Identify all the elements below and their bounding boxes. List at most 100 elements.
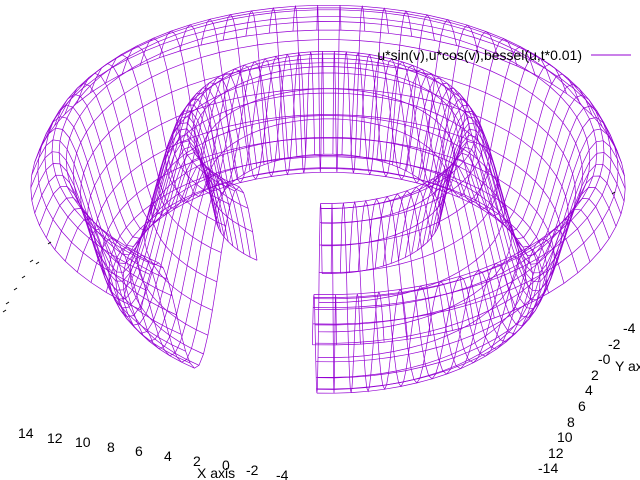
mesh-radial-line <box>140 186 258 369</box>
z-tick-mark <box>47 241 52 245</box>
mesh-radial-line <box>368 14 435 181</box>
mesh-radial-line <box>434 105 611 248</box>
z-tick-mark <box>2 309 7 313</box>
mesh-radial-line <box>200 18 281 184</box>
mesh-radial-line <box>76 72 234 224</box>
mesh-radial-line <box>76 168 234 342</box>
z-tick-mark <box>5 301 10 305</box>
mesh-radial-line <box>339 202 361 393</box>
mesh-radial-line <box>31 134 216 291</box>
y-tick-label: 4 <box>585 382 593 398</box>
mesh-radial-line <box>90 63 239 217</box>
y-tick-label: 12 <box>548 445 564 461</box>
y-tick-label: 2 <box>591 367 599 383</box>
mesh-radial-line <box>122 182 251 363</box>
x-tick-label: -2 <box>246 462 259 478</box>
mesh-radial-line <box>30 128 216 282</box>
z-tick-mark <box>21 275 26 279</box>
mesh-radial-line <box>330 203 337 394</box>
mesh-radial-line <box>45 104 222 247</box>
mesh-radial-line <box>390 190 495 375</box>
mesh-radial-line <box>121 45 251 203</box>
mesh-ring-line <box>72 39 584 310</box>
legend-label: u*sin(v),u*cos(v),bessel(u,t*0.01) <box>377 47 582 63</box>
mesh-radial-line <box>292 4 316 174</box>
mesh-radial-line <box>434 152 610 318</box>
mesh-radial-line <box>384 24 479 188</box>
mesh-radial-line <box>376 19 457 184</box>
mesh-radial-line <box>366 198 431 388</box>
z-tick-mark <box>35 261 40 265</box>
y-tick-label: -14 <box>538 460 558 476</box>
mesh-radial-line <box>392 31 499 193</box>
mesh-radial-line <box>90 173 239 350</box>
mesh-radial-line <box>341 4 366 174</box>
legend: u*sin(v),u*cos(v),bessel(u,t*0.01) <box>377 47 631 63</box>
mesh-radial-line <box>268 7 307 176</box>
mesh-radial-line <box>245 10 298 178</box>
mesh-radial-line <box>374 195 453 384</box>
y-tick-label: 6 <box>578 398 586 414</box>
mesh-radial-line <box>316 5 325 173</box>
x-tick-label: 4 <box>164 448 172 464</box>
mesh-radial-line <box>350 7 389 176</box>
mesh-radial-line <box>438 140 622 301</box>
mesh-radial-line <box>440 128 626 283</box>
z-axis-tick-marks <box>2 191 616 313</box>
mesh-radial-line <box>431 94 603 240</box>
y-tick-label: 10 <box>557 429 573 445</box>
y-axis-label: Y axis <box>615 358 640 374</box>
mesh-radial-line <box>439 116 623 265</box>
mesh-radial-line <box>222 14 289 180</box>
mesh-radial-line <box>45 152 222 318</box>
mesh-radial-line <box>54 157 225 326</box>
mesh-radial-line <box>412 54 552 210</box>
mesh-radial-line <box>139 37 258 198</box>
x-tick-label: 2 <box>193 453 201 469</box>
mesh-radial-line <box>34 116 218 264</box>
z-tick-mark <box>29 259 34 263</box>
x-tick-label: 6 <box>135 443 143 459</box>
z-tick-mark <box>13 287 18 291</box>
mesh-radial-line <box>440 122 625 274</box>
y-tick-label: 8 <box>567 414 575 430</box>
mesh-radial-line <box>38 110 219 256</box>
x-axis-label: X axis <box>197 465 235 480</box>
mesh-radial-line <box>417 173 565 350</box>
mesh-radial-line <box>439 134 625 292</box>
mesh-radial-line <box>31 122 216 273</box>
mesh-radial-line <box>406 46 536 204</box>
mesh-radial-line <box>382 193 475 380</box>
mesh-radial-line <box>359 10 413 178</box>
mesh-radial-line <box>427 83 593 232</box>
x-tick-label: 14 <box>18 425 34 441</box>
mesh-radial-line <box>312 203 323 394</box>
mesh-radial-line <box>332 5 342 173</box>
x-tick-label: 8 <box>107 439 115 455</box>
x-tick-label: 10 <box>75 434 91 450</box>
mesh-radial-line <box>64 163 229 334</box>
mesh-radial-line <box>105 178 245 357</box>
y-tick-label: -0 <box>598 351 611 367</box>
mesh-radial-line <box>423 73 581 224</box>
mesh-radial-line <box>34 140 218 300</box>
mesh-radial-line <box>357 199 408 391</box>
x-tick-label: -4 <box>276 467 289 480</box>
x-tick-label: 0 <box>222 457 230 473</box>
y-tick-label: -4 <box>623 320 636 336</box>
x-axis: 14 12 10 8 6 4 2 0 -2 -4 X axis <box>18 425 289 480</box>
mesh-radial-line <box>437 110 618 256</box>
x-tick-label: 12 <box>47 430 63 446</box>
mesh-radial-line <box>436 146 617 310</box>
mesh-radial-line <box>422 168 579 343</box>
y-tick-label: -2 <box>608 336 621 352</box>
mesh-radial-line <box>348 200 385 393</box>
z-tick-mark <box>611 191 616 195</box>
surface-mesh <box>30 4 626 394</box>
mesh-radial-line <box>399 38 518 198</box>
mesh-radial-line <box>54 93 225 239</box>
mesh-radial-line <box>404 182 533 364</box>
mesh-radial-line <box>39 146 219 309</box>
